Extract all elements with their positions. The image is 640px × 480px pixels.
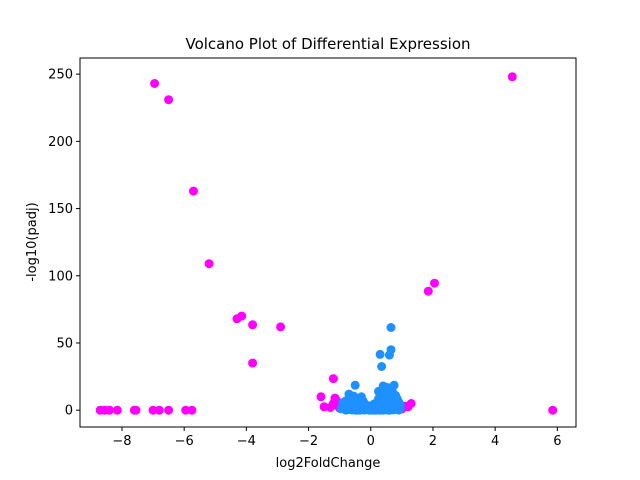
data-point xyxy=(378,405,388,415)
data-point xyxy=(187,405,197,415)
x-tick-label: −2 xyxy=(299,434,318,449)
x-tick-label: 0 xyxy=(367,434,375,449)
points-layer xyxy=(95,72,558,415)
data-point xyxy=(355,405,365,415)
data-point xyxy=(189,186,198,196)
data-point xyxy=(131,405,141,415)
chart-title: Volcano Plot of Differential Expression xyxy=(185,35,470,53)
data-point xyxy=(276,322,286,332)
data-point xyxy=(204,259,214,269)
data-point xyxy=(350,380,360,390)
y-tick-label: 100 xyxy=(48,269,73,284)
data-point xyxy=(386,323,396,332)
x-tick-label: −8 xyxy=(112,434,131,449)
data-point xyxy=(507,72,517,82)
data-point xyxy=(406,399,416,408)
data-point xyxy=(389,397,399,406)
x-tick-label: 6 xyxy=(553,434,561,449)
data-point xyxy=(423,286,433,296)
data-point xyxy=(112,405,122,415)
data-point xyxy=(384,350,394,360)
data-point xyxy=(377,362,387,371)
x-tick-label: 2 xyxy=(429,434,437,449)
x-axis: −8 −6 −4 −2 0 2 4 6 xyxy=(112,427,561,449)
y-tick-label: 150 xyxy=(48,202,73,217)
data-point xyxy=(154,405,164,415)
y-tick-label: 200 xyxy=(48,135,73,150)
x-tick-label: 4 xyxy=(491,434,499,449)
data-point xyxy=(548,405,558,415)
data-point xyxy=(237,311,247,321)
data-point xyxy=(164,95,174,105)
data-point xyxy=(375,349,385,359)
data-point xyxy=(430,278,439,288)
data-point xyxy=(346,395,355,405)
y-axis-label: -log10(padj) xyxy=(25,202,40,281)
x-tick-label: −6 xyxy=(175,434,194,449)
y-axis: 0 50 100 150 200 250 xyxy=(48,68,80,419)
data-point xyxy=(330,393,340,403)
data-point xyxy=(148,405,158,415)
data-point xyxy=(164,405,174,415)
data-point xyxy=(384,405,394,415)
data-point xyxy=(150,79,160,88)
data-point xyxy=(105,405,114,415)
plot-frame xyxy=(79,57,577,428)
data-point xyxy=(341,405,351,415)
data-point xyxy=(248,358,258,368)
y-tick-label: 50 xyxy=(56,336,73,351)
data-point xyxy=(363,401,373,410)
data-point xyxy=(248,320,258,330)
data-point xyxy=(316,392,326,402)
data-point xyxy=(328,374,338,384)
data-point xyxy=(181,405,191,415)
x-axis-label: log2FoldChange xyxy=(276,456,381,471)
y-tick-label: 0 xyxy=(65,404,73,419)
x-tick-label: −4 xyxy=(237,434,256,449)
data-point xyxy=(384,383,394,393)
y-tick-label: 250 xyxy=(48,68,73,83)
